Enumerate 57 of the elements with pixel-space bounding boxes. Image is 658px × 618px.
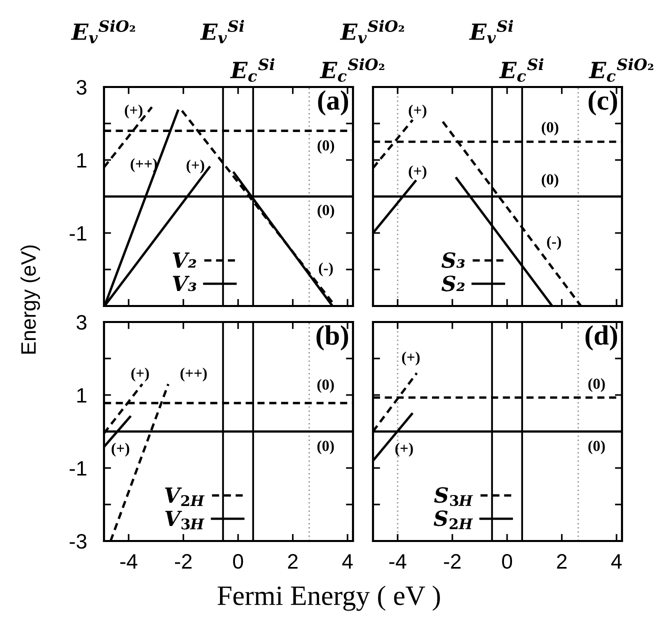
annotation: (+) <box>408 165 426 180</box>
x-tick-label: 2 <box>288 554 298 569</box>
legend-label: V$_{3H}$ <box>165 510 204 530</box>
x-axis-title: Fermi Energy ( eV ) <box>218 586 440 611</box>
legend-label: V₂ <box>172 252 196 268</box>
text: E$_{c}$$^{SiO₂}$ <box>588 58 654 82</box>
legend-label: S$_{2H}$ <box>434 510 473 530</box>
legend-label: V₃ <box>172 276 196 292</box>
x-tick-label: 2 <box>557 554 567 569</box>
y-tick-label: -1 <box>70 461 86 476</box>
y-tick-label: -3 <box>70 534 86 549</box>
annotation: (++) <box>180 368 207 382</box>
ref-line-label: E$_{c}$$^{Si}$ <box>230 58 274 82</box>
annotation: (c) <box>588 90 618 116</box>
x-tick-label: 4 <box>611 554 622 569</box>
annotation: (0) <box>318 140 334 154</box>
x-tick-label: -2 <box>444 554 461 569</box>
ref-line-label: E$_{v}$$^{Si}$ <box>469 20 514 44</box>
annotation: (a) <box>318 90 348 116</box>
legend-label: V$_{2H}$ <box>165 488 205 506</box>
y-tick-label: 3 <box>76 315 86 330</box>
annotation: (-) <box>318 262 333 276</box>
ref-line-label: E$_{v}$$^{Si}$ <box>200 20 244 44</box>
annotation: (d) <box>586 325 618 350</box>
x-tick-label: 4 <box>342 554 353 569</box>
annotation: (+) <box>408 104 426 118</box>
annotation: (0) <box>542 174 558 188</box>
annotation: (+) <box>395 442 413 457</box>
annotation: (+) <box>124 104 142 118</box>
annotation: (0) <box>542 122 558 136</box>
annotation: (-) <box>547 236 561 250</box>
annotation: (+) <box>402 352 420 366</box>
y-axis-title: Energy (eV) <box>20 245 40 354</box>
x-tick-label: -2 <box>175 554 192 569</box>
y-tick-label: 1 <box>77 388 86 403</box>
annotation: (+) <box>131 368 149 382</box>
annotation: (0) <box>318 204 334 218</box>
annotation: (0) <box>317 379 334 393</box>
legend-label: S₂ <box>442 276 465 292</box>
y-tick-label: 3 <box>76 80 86 95</box>
legend-label: S₃ <box>442 252 465 268</box>
annotation: (0) <box>588 378 605 392</box>
annotation: (+) <box>186 160 204 174</box>
x-tick-label: -4 <box>389 554 406 569</box>
x-tick-label: 0 <box>502 554 512 569</box>
annotation: (0) <box>588 440 605 454</box>
text: E$_{v}$$^{SiO₂}$ <box>340 20 404 44</box>
x-tick-label: -4 <box>120 554 138 569</box>
text: E$_{v}$$^{SiO₂}$ <box>70 20 136 44</box>
y-tick-label: 1 <box>77 153 86 168</box>
y-tick-label: -1 <box>70 226 86 241</box>
text: E$_{c}$$^{SiO₂}$ <box>320 58 384 82</box>
legend-label: S$_{3H}$ <box>434 487 474 506</box>
annotation: (b) <box>316 325 348 350</box>
ref-line-label: E$_{c}$$^{Si}$ <box>499 58 544 82</box>
x-tick-label: 0 <box>233 554 244 569</box>
annotation: (0) <box>317 440 334 454</box>
